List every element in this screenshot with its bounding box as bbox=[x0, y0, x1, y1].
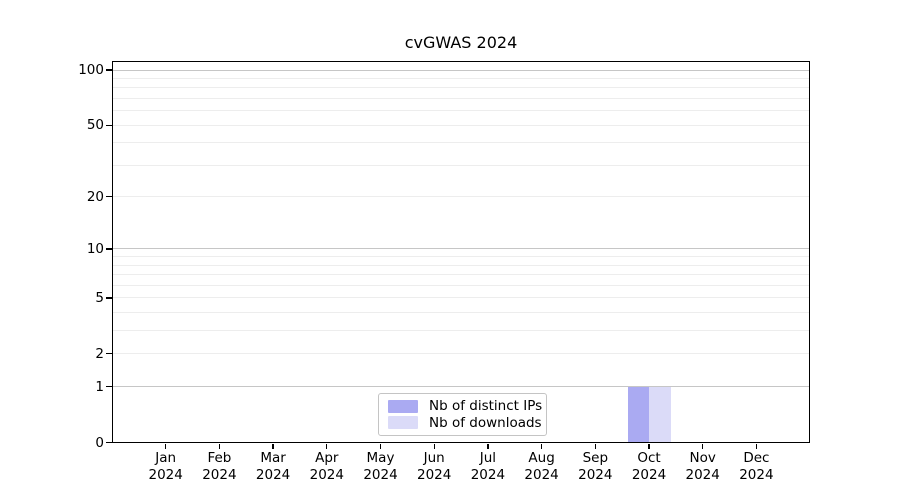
bar-downloads bbox=[649, 386, 671, 443]
y-tick-label: 0 bbox=[95, 434, 104, 451]
x-tick-label: Mar 2024 bbox=[255, 450, 291, 483]
legend-swatch-distinct-ips bbox=[388, 399, 418, 413]
y-minor-gridline bbox=[113, 142, 809, 144]
x-tick-label: May 2024 bbox=[363, 450, 398, 483]
y-tick-label: 2 bbox=[95, 345, 104, 362]
x-tick-label: Aug 2024 bbox=[524, 450, 559, 483]
y-minor-gridline bbox=[113, 124, 809, 126]
y-minor-gridline bbox=[113, 110, 809, 112]
x-tick-mark bbox=[594, 443, 596, 449]
y-major-gridline bbox=[113, 69, 809, 71]
y-minor-gridline bbox=[113, 256, 809, 258]
x-tick-mark bbox=[648, 443, 650, 449]
x-tick-mark bbox=[165, 443, 167, 449]
x-tick-mark bbox=[540, 443, 543, 449]
y-tick-mark bbox=[106, 248, 112, 250]
y-tick-mark bbox=[106, 385, 112, 388]
y-minor-gridline bbox=[113, 284, 809, 286]
y-minor-gridline bbox=[113, 330, 809, 332]
y-tick-mark bbox=[106, 196, 112, 198]
x-tick-mark bbox=[755, 443, 758, 449]
y-minor-gridline bbox=[113, 164, 809, 166]
y-tick-label: 100 bbox=[78, 62, 104, 78]
x-tick-mark bbox=[702, 443, 704, 449]
legend: Nb of distinct IPs Nb of downloads bbox=[378, 393, 547, 436]
legend-swatch-downloads bbox=[388, 416, 418, 430]
y-minor-gridline bbox=[113, 297, 809, 299]
x-tick-label: Sep 2024 bbox=[578, 450, 613, 483]
y-tick-label: 5 bbox=[95, 289, 104, 306]
x-tick-label: Dec 2024 bbox=[739, 450, 774, 483]
y-minor-gridline bbox=[113, 87, 809, 89]
y-major-gridline bbox=[113, 248, 809, 250]
legend-item-distinct-ips: Nb of distinct IPs bbox=[388, 398, 542, 414]
x-tick-label: Jan 2024 bbox=[148, 450, 183, 483]
y-minor-gridline bbox=[113, 77, 809, 79]
y-major-gridline bbox=[113, 386, 809, 388]
x-tick-mark bbox=[272, 443, 274, 449]
legend-item-downloads: Nb of downloads bbox=[388, 415, 542, 431]
y-minor-gridline bbox=[113, 274, 809, 276]
y-minor-gridline bbox=[113, 312, 809, 314]
x-tick-mark bbox=[218, 443, 221, 449]
y-minor-gridline bbox=[113, 196, 809, 198]
x-tick-mark bbox=[487, 443, 489, 449]
y-tick-mark bbox=[106, 297, 112, 299]
y-tick-mark bbox=[106, 69, 112, 71]
x-tick-label: Nov 2024 bbox=[685, 450, 720, 483]
x-tick-label: Jun 2024 bbox=[417, 450, 452, 483]
bar-distinct-ips bbox=[627, 386, 649, 443]
x-tick-mark bbox=[433, 443, 435, 449]
legend-label-downloads: Nb of downloads bbox=[429, 414, 542, 431]
y-tick-label: 10 bbox=[86, 240, 104, 257]
y-minor-gridline bbox=[113, 97, 809, 99]
legend-label-distinct-ips: Nb of distinct IPs bbox=[429, 398, 543, 415]
x-tick-mark bbox=[326, 443, 328, 449]
x-tick-label: Oct 2024 bbox=[631, 450, 667, 483]
x-tick-label: Feb 2024 bbox=[202, 450, 237, 483]
y-minor-gridline bbox=[113, 353, 809, 355]
y-tick-label: 1 bbox=[95, 378, 104, 395]
x-tick-mark bbox=[379, 443, 382, 449]
y-tick-mark bbox=[106, 353, 112, 355]
y-tick-mark bbox=[106, 124, 112, 126]
x-tick-label: Jul 2024 bbox=[470, 450, 506, 483]
y-tick-label: 50 bbox=[86, 117, 104, 134]
y-tick-mark bbox=[106, 441, 112, 444]
y-tick-label: 20 bbox=[86, 188, 104, 205]
x-tick-label: Apr 2024 bbox=[309, 450, 344, 483]
y-minor-gridline bbox=[113, 264, 809, 266]
chart-title: cvGWAS 2024 bbox=[404, 33, 518, 52]
